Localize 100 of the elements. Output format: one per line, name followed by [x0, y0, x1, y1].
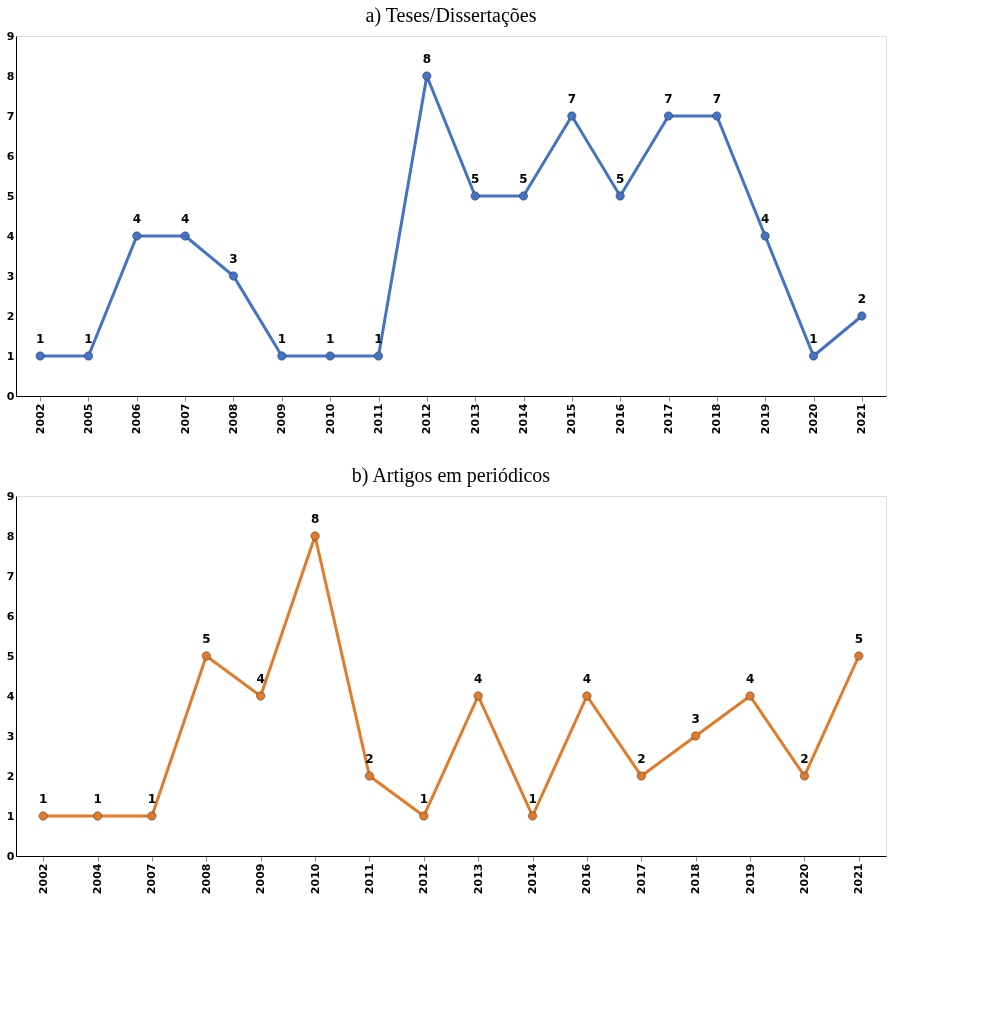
y-tick-label: 6: [6, 609, 15, 623]
point: [325, 351, 335, 361]
point: [147, 811, 157, 821]
point: [760, 231, 770, 241]
data-label: 4: [760, 212, 770, 226]
x-tick-label: 2006: [130, 403, 144, 435]
y-tick-label: 8: [6, 529, 15, 543]
data-label: 5: [470, 172, 480, 186]
x-tick-label: 2011: [372, 403, 385, 435]
x-tick-label: 2010: [323, 403, 337, 435]
point: [201, 651, 211, 661]
point: [691, 731, 701, 741]
x-tick-label: 2002: [36, 863, 50, 895]
data-label: 3: [229, 252, 238, 266]
data-label: 1: [528, 792, 537, 806]
point: [374, 351, 383, 361]
y-tick-label: 1: [6, 349, 15, 363]
x-tick-label: 2014: [517, 403, 530, 435]
data-label: 7: [712, 92, 722, 106]
x-tick-label: 2014: [526, 863, 540, 895]
x-tick-label: 2009: [254, 863, 268, 895]
y-tick-label: 7: [6, 109, 15, 123]
y-tick-label: 0: [6, 389, 15, 403]
point: [582, 691, 592, 701]
y-tick-label: 8: [6, 69, 15, 83]
point: [809, 351, 818, 361]
x-tick-label: 2021: [852, 863, 866, 895]
point: [419, 811, 429, 821]
y-tick-label: 2: [6, 309, 15, 323]
x-tick-label: 2017: [634, 863, 648, 895]
x-tick-label: 2018: [689, 863, 703, 895]
point: [519, 191, 528, 201]
y-tick-label: 3: [6, 269, 15, 283]
x-tick-label: 2019: [743, 863, 757, 895]
point: [854, 651, 864, 661]
chart-title: b) Artigos em periódicos: [351, 464, 551, 487]
point: [256, 691, 266, 701]
data-label: 5: [615, 172, 625, 186]
point: [664, 111, 673, 121]
data-label: 2: [857, 292, 867, 306]
y-tick-label: 2: [6, 769, 15, 783]
point: [132, 231, 142, 241]
x-tick-label: 2016: [580, 863, 594, 895]
data-label: 1: [809, 332, 818, 346]
data-label: 4: [745, 672, 755, 686]
data-label: 4: [180, 212, 190, 226]
point: [365, 771, 374, 781]
x-tick-label: 2018: [710, 403, 724, 435]
data-label: 1: [93, 792, 102, 806]
point: [528, 811, 537, 821]
x-tick-label: 2016: [613, 403, 627, 435]
y-tick-label: 4: [6, 689, 15, 703]
x-tick-label: 2020: [797, 863, 811, 895]
data-label: 2: [800, 752, 809, 766]
point: [800, 771, 809, 781]
x-tick-label: 2019: [758, 403, 772, 435]
y-tick-label: 7: [6, 569, 15, 583]
x-tick-label: 2002: [33, 403, 47, 435]
y-tick-label: 5: [6, 649, 15, 663]
point: [567, 111, 577, 121]
data-label: 1: [84, 332, 93, 346]
x-tick-label: 2015: [565, 403, 579, 435]
data-label: 4: [132, 212, 142, 226]
chart-title: a) Teses/Dissertações: [365, 4, 537, 27]
x-tick-label: 2004: [91, 863, 105, 895]
data-label: 1: [419, 792, 428, 806]
point: [84, 351, 93, 361]
point: [857, 311, 867, 321]
point: [310, 531, 320, 541]
data-label: 4: [256, 672, 265, 686]
point: [422, 71, 432, 81]
point: [473, 691, 483, 701]
y-tick-label: 6: [6, 149, 15, 163]
data-label: 4: [582, 672, 592, 686]
data-label: 2: [637, 752, 646, 766]
data-label: 3: [691, 712, 700, 726]
y-tick-label: 5: [6, 189, 15, 203]
data-label: 5: [202, 632, 211, 646]
x-tick-label: 2013: [471, 863, 485, 895]
x-tick-label: 2020: [807, 403, 820, 435]
x-tick-label: 2008: [227, 403, 240, 435]
point: [38, 811, 48, 821]
x-tick-label: 2012: [417, 863, 431, 895]
data-label: 1: [147, 792, 157, 806]
y-tick-label: 0: [6, 849, 15, 863]
point: [470, 191, 480, 201]
point: [229, 271, 238, 281]
data-label: 4: [474, 672, 483, 686]
x-tick-label: 2005: [82, 403, 95, 435]
data-label: 8: [422, 52, 432, 66]
point: [180, 231, 190, 241]
data-label: 7: [567, 92, 577, 106]
x-tick-label: 2007: [145, 863, 159, 895]
x-tick-label: 2007: [178, 403, 192, 435]
point: [35, 351, 45, 361]
data-label: 1: [325, 332, 335, 346]
data-label: 5: [519, 172, 528, 186]
point: [636, 771, 646, 781]
x-tick-label: 2009: [275, 403, 289, 435]
point: [745, 691, 755, 701]
